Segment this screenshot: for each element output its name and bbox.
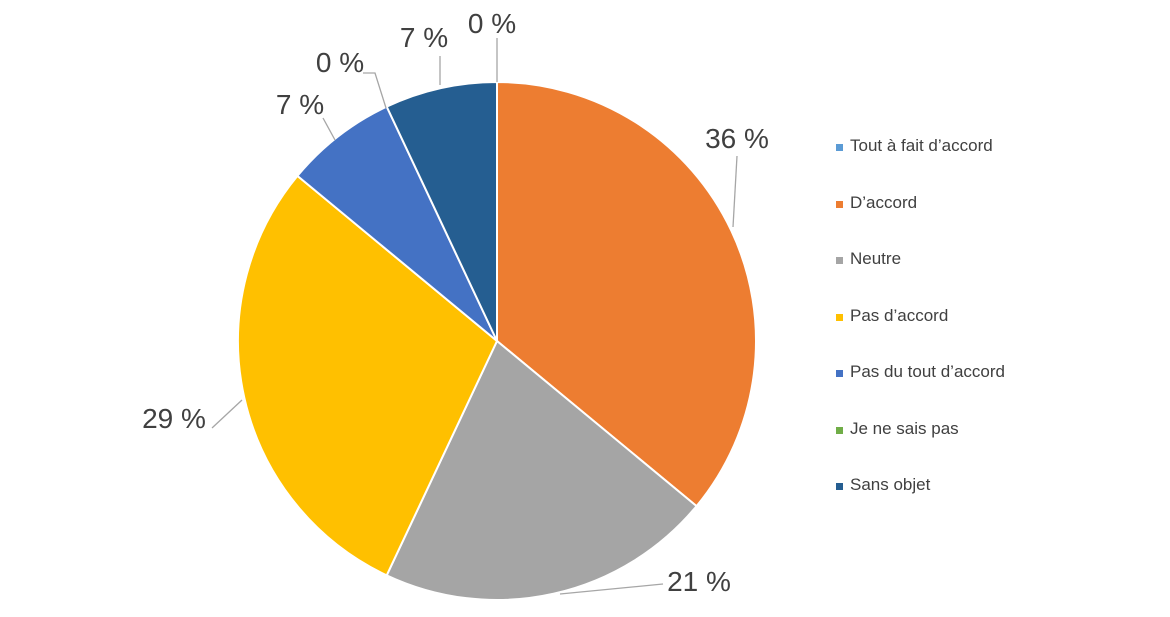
pie-slices bbox=[237, 80, 757, 601]
legend: Tout à fait d’accord D’accord Neutre Pas… bbox=[836, 134, 1156, 530]
data-label-pas-daccord: 29 % bbox=[142, 403, 206, 434]
pie-slice-pas-daccord[interactable] bbox=[237, 174, 499, 577]
legend-item-tout-a-fait-daccord[interactable]: Tout à fait d’accord bbox=[836, 134, 1156, 191]
data-label-je-ne-sais-pas: 0 % bbox=[316, 47, 364, 78]
pie-slice-neutre[interactable] bbox=[385, 339, 698, 601]
legend-swatch bbox=[836, 483, 843, 490]
legend-label: Tout à fait d’accord bbox=[850, 136, 993, 155]
legend-item-neutre[interactable]: Neutre bbox=[836, 247, 1156, 304]
leader-line-neutre bbox=[559, 583, 664, 595]
leader-line-pas-daccord bbox=[211, 399, 243, 429]
legend-item-pas-du-tout-daccord[interactable]: Pas du tout d’accord bbox=[836, 360, 1156, 417]
data-label-neutre: 21 % bbox=[667, 566, 731, 597]
leader-line-daccord bbox=[732, 155, 738, 228]
legend-item-pas-daccord[interactable]: Pas d’accord bbox=[836, 304, 1156, 361]
data-label-sans-objet: 7 % bbox=[400, 22, 448, 53]
legend-swatch bbox=[836, 144, 843, 151]
legend-label: Pas d’accord bbox=[850, 305, 949, 325]
legend-label: Neutre bbox=[850, 249, 902, 268]
legend-item-daccord[interactable]: D’accord bbox=[836, 191, 1156, 248]
legend-item-je-ne-sais-pas[interactable]: Je ne sais pas bbox=[836, 417, 1156, 474]
pie-slice-pas-du-tout-daccord[interactable] bbox=[296, 105, 498, 342]
legend-label: Je ne sais pas bbox=[850, 418, 959, 438]
label-leader-lines bbox=[211, 38, 738, 595]
legend-swatch bbox=[836, 313, 843, 321]
data-labels: 0 % 36 % 21 % 29 % 7 % 0 % 7 % bbox=[142, 8, 769, 597]
leader-line-pas-du-tout-daccord bbox=[322, 117, 336, 141]
legend-item-sans-objet[interactable]: Sans objet bbox=[836, 473, 1156, 530]
legend-label: Sans objet bbox=[850, 475, 931, 494]
legend-label: Pas du tout d’accord bbox=[850, 362, 1005, 381]
data-label-pas-du-tout-daccord: 7 % bbox=[276, 89, 324, 120]
legend-label: D’accord bbox=[850, 192, 918, 212]
legend-swatch bbox=[836, 370, 843, 377]
legend-swatch bbox=[836, 426, 843, 434]
legend-swatch bbox=[836, 257, 843, 264]
leader-line-je-ne-sais-pas bbox=[363, 72, 387, 109]
pie-slice-sans-objet[interactable] bbox=[385, 80, 498, 342]
data-label-tout-a-fait-daccord: 0 % bbox=[468, 8, 516, 39]
legend-swatch bbox=[836, 200, 843, 208]
data-label-daccord: 36 % bbox=[705, 123, 769, 154]
pie-slice-daccord[interactable] bbox=[496, 80, 757, 508]
